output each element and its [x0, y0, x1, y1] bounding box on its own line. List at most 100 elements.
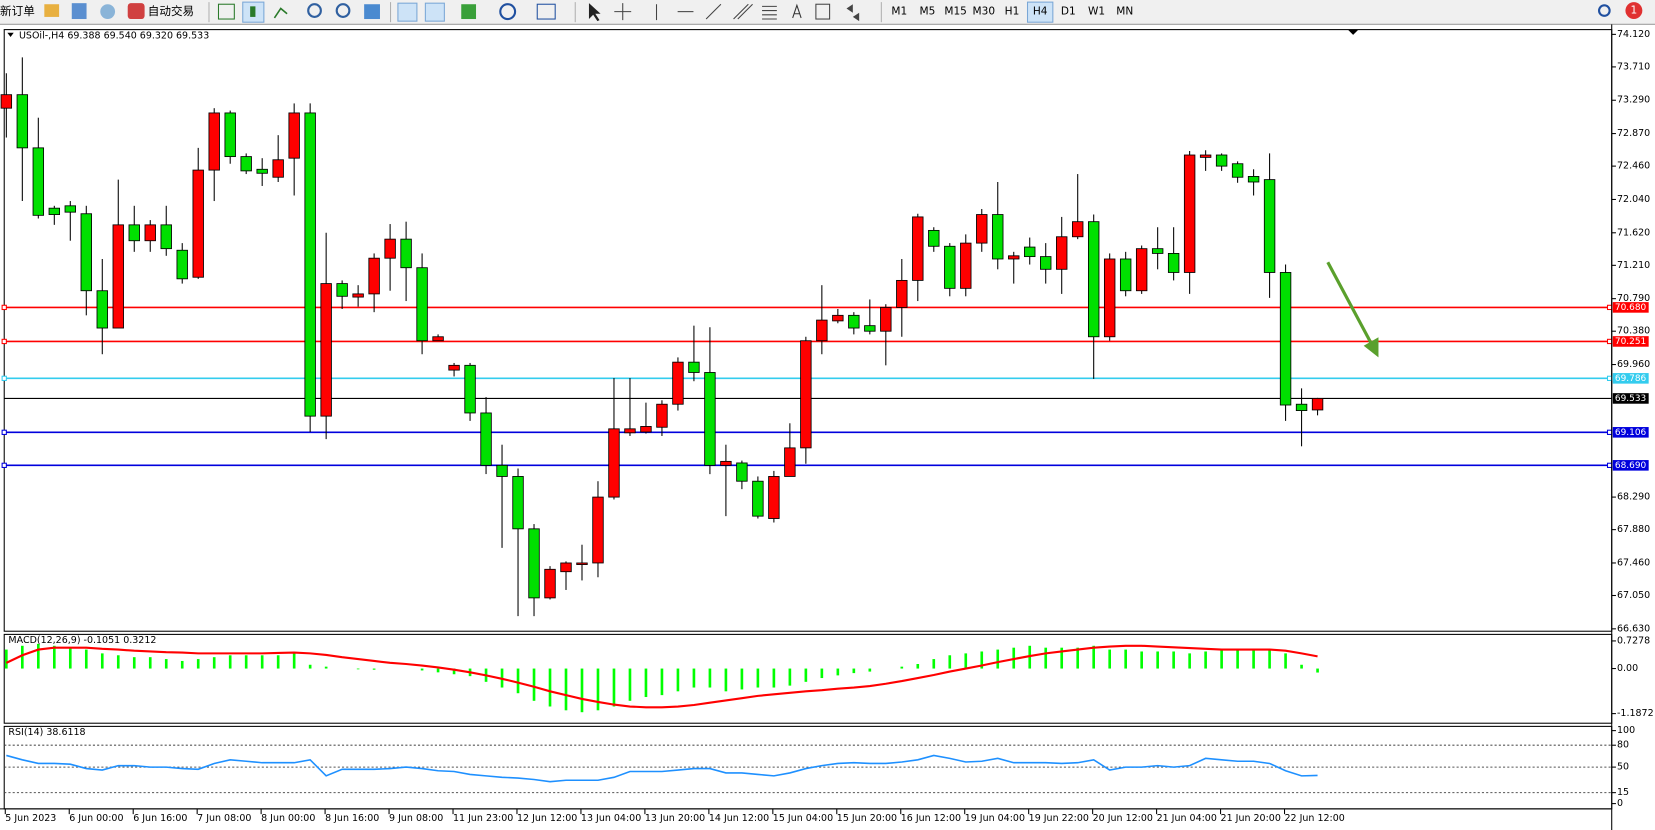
x-tick-label: 21 Jun 20:00 [1221, 813, 1281, 824]
level-label: 69.786 [1615, 374, 1647, 384]
x-tick-label: 19 Jun 04:00 [965, 813, 1025, 824]
text-button[interactable] [792, 3, 802, 19]
y-tick-label: 71.620 [1617, 227, 1650, 238]
crosshair-button[interactable] [614, 3, 632, 21]
icon[interactable] [100, 4, 116, 20]
tile-button[interactable] [364, 4, 380, 20]
candle-body [1119, 258, 1132, 292]
candle-body [912, 216, 924, 281]
candle-body [864, 325, 876, 332]
chart-shift-button[interactable] [424, 2, 445, 22]
level-marker [1, 304, 7, 311]
new-order-button[interactable]: 新订单 [0, 4, 35, 18]
level-marker [1606, 338, 1613, 345]
templates-button[interactable] [536, 3, 556, 20]
channel-button[interactable] [733, 3, 753, 20]
candle-body [1008, 255, 1020, 260]
candle-body [288, 112, 300, 159]
timeframe-button[interactable]: H1 [1005, 6, 1020, 18]
autoscroll-button[interactable] [397, 2, 418, 22]
candle-body [32, 147, 45, 216]
candle-body [688, 361, 700, 373]
arrows-button[interactable] [846, 4, 860, 22]
candle-body [304, 112, 316, 417]
timeframe-button[interactable]: M1 [891, 6, 907, 18]
rsi-line [6, 754, 1318, 783]
timeframe-button[interactable]: MN [1116, 6, 1133, 18]
y-tick-label: 70.380 [1617, 326, 1650, 337]
timeframe-button[interactable]: M30 [973, 6, 996, 18]
y-tick-label: 71.210 [1617, 260, 1650, 271]
x-tick-label: 8 Jun 00:00 [261, 813, 315, 824]
candle-body [640, 426, 652, 433]
x-tick-label: 22 Jun 12:00 [1285, 813, 1345, 824]
candle-body [816, 319, 828, 342]
zoom-out-button[interactable] [335, 3, 351, 18]
level-marker [1, 462, 7, 468]
level-marker [1606, 304, 1613, 311]
timeframe-button[interactable]: M15 [944, 6, 967, 18]
candle-body [384, 238, 396, 259]
x-tick-label: 8 Jun 16:00 [325, 813, 379, 824]
x-tick-label: 11 Jun 23:00 [453, 813, 513, 824]
bar-chart-button[interactable] [217, 3, 235, 20]
candle-body [336, 283, 348, 297]
fibo-button[interactable] [762, 5, 777, 20]
candle-body [48, 207, 61, 215]
candle-body [448, 364, 460, 371]
candle-body [736, 462, 748, 482]
candle-body [400, 238, 412, 269]
icon[interactable] [71, 3, 87, 20]
zoom-in-button[interactable] [307, 3, 322, 18]
candle-body [80, 213, 92, 292]
candle-body [608, 428, 620, 498]
x-tick-label: 9 Jun 08:00 [389, 813, 443, 824]
y-tick-label: 0 [1617, 798, 1623, 809]
y-tick-label: 67.460 [1617, 557, 1650, 568]
timeframe-button[interactable]: D1 [1061, 6, 1076, 18]
x-tick-label: 15 Jun 04:00 [773, 813, 833, 824]
candle-body [112, 224, 124, 329]
candle-body [720, 460, 732, 466]
y-tick-label: 80 [1617, 740, 1629, 751]
y-tick-label: 72.460 [1617, 161, 1650, 172]
indicators-button[interactable] [461, 4, 477, 20]
line-chart-button[interactable] [273, 7, 288, 19]
candle-body [848, 314, 860, 329]
level-marker [1, 429, 7, 435]
signal-line [5, 644, 1318, 709]
y-tick-label: 67.050 [1617, 590, 1650, 601]
collapse-marker [7, 32, 14, 38]
candle-body [320, 283, 332, 417]
timeframe-button[interactable]: M5 [920, 6, 936, 18]
level-label-bg [1612, 336, 1649, 347]
label-button[interactable] [815, 3, 831, 20]
candle-body [1167, 253, 1180, 273]
candle-body [432, 336, 444, 342]
candle-body [752, 480, 764, 517]
candle-body [1231, 163, 1244, 178]
candle-body [368, 257, 380, 295]
auto-trading-button[interactable]: 自动交易 [148, 4, 194, 18]
icon[interactable] [44, 4, 60, 17]
candle-body [352, 293, 364, 298]
timeframe-button[interactable]: H4 [1033, 6, 1048, 18]
cursor-button[interactable] [588, 3, 601, 22]
current-price-label: 69.533 [1615, 394, 1646, 404]
candle-body [576, 562, 588, 565]
y-tick-label: 69.960 [1617, 359, 1650, 370]
timeframe-button[interactable]: W1 [1088, 6, 1105, 18]
auto-trading-icon[interactable] [127, 3, 145, 20]
trendline-button[interactable] [705, 3, 722, 20]
x-tick-label: 20 Jun 12:00 [1093, 813, 1153, 824]
notification-badge[interactable] [1625, 2, 1643, 20]
candle-body [1072, 221, 1084, 238]
x-tick-label: 14 Jun 12:00 [709, 813, 769, 824]
periods-button[interactable] [499, 3, 517, 21]
candle-body [832, 314, 844, 322]
search-button[interactable] [1598, 4, 1611, 17]
annotation-arrowhead [1363, 337, 1379, 358]
y-tick-label: 74.120 [1617, 29, 1650, 40]
level-label-bg [1612, 427, 1649, 438]
